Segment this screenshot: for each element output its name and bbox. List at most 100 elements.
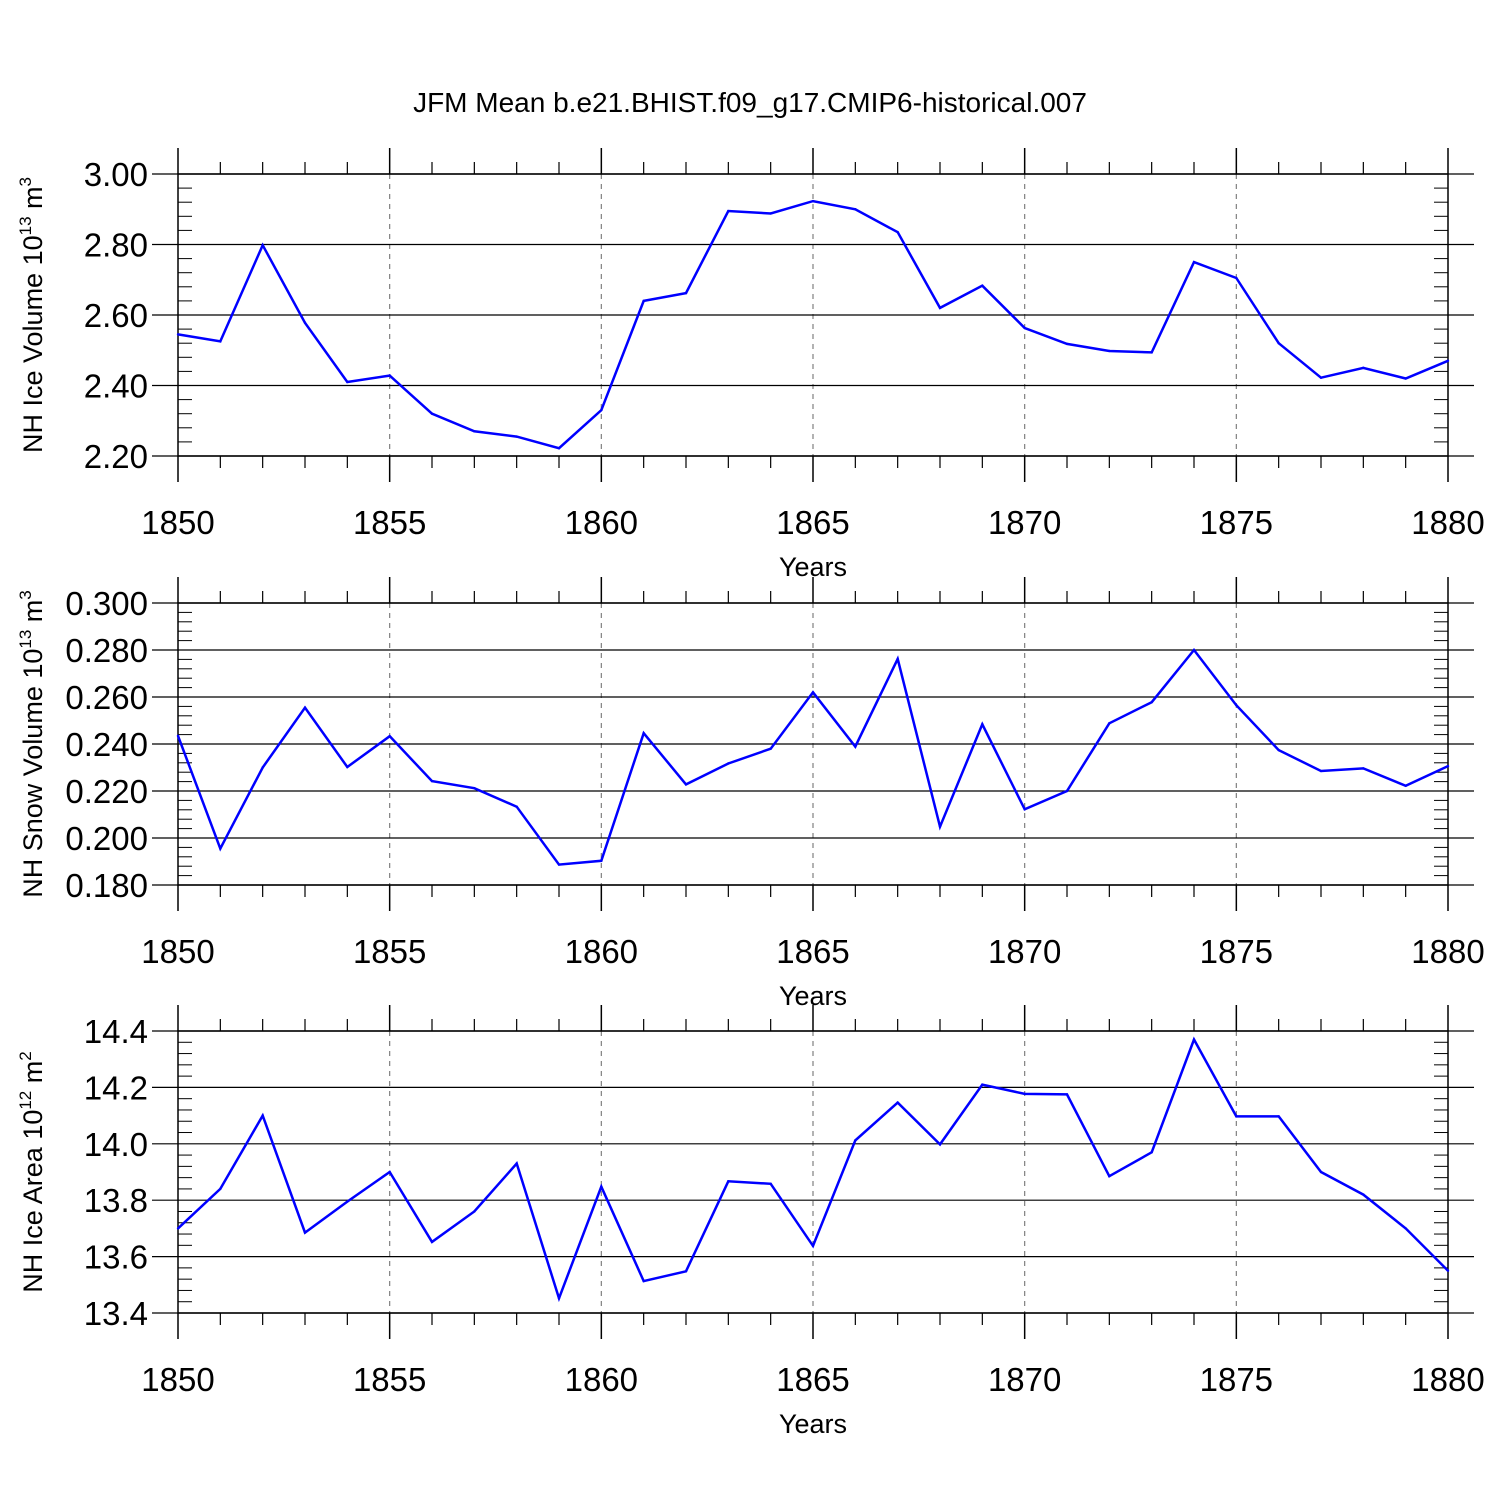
data-point (727, 209, 730, 213)
data-point (1235, 1115, 1238, 1118)
chart-title: JFM Mean b.e21.BHIST.f09_g17.CMIP6-histo… (413, 87, 1087, 118)
data-point (727, 1180, 730, 1183)
data-point (515, 805, 518, 808)
y-tick-label: 0.280 (65, 632, 148, 669)
data-point (473, 1210, 476, 1213)
y-tick-label: 2.40 (84, 368, 148, 405)
data-point (346, 765, 349, 769)
data-point (896, 1101, 899, 1104)
data-point (1277, 342, 1280, 345)
y-label-unit-exponent: 3 (16, 177, 35, 186)
x-tick-label: 1865 (776, 1361, 849, 1398)
data-point (346, 1200, 349, 1203)
data-point (473, 786, 476, 790)
y-tick-label: 14.2 (84, 1069, 148, 1106)
y-label-main: NH Ice Volume 10 (18, 235, 48, 453)
y-tick-label: 2.60 (84, 297, 148, 334)
x-tick-label: 1860 (565, 933, 638, 970)
y-label-exponent: 13 (16, 630, 35, 649)
x-tick-label: 1865 (776, 933, 849, 970)
data-point (1192, 1038, 1196, 1041)
data-point (219, 340, 222, 343)
x-tick-label: 1860 (565, 504, 638, 541)
data-point (642, 1279, 645, 1283)
data-point (261, 1114, 264, 1117)
data-point (981, 284, 984, 287)
data-point (1065, 1093, 1069, 1096)
y-tick-label: 0.220 (65, 773, 148, 810)
data-point (1235, 704, 1238, 707)
y-axis-label: NH Ice Area 1012 m2 (16, 1051, 48, 1292)
y-axis-label: NH Snow Volume 1013 m3 (16, 590, 48, 898)
data-point (557, 447, 561, 450)
data-point (854, 1139, 857, 1142)
x-tick-label: 1880 (1411, 1361, 1484, 1398)
data-point (642, 299, 645, 303)
data-point (938, 825, 942, 828)
y-label-exponent: 13 (16, 216, 35, 235)
data-point (430, 779, 434, 783)
panel-2: 0.180 0.200 0.220 0.240 0.260 0.280 0.300 1850 1… (16, 577, 1485, 1011)
data-point (1150, 700, 1153, 704)
data-point (1277, 1115, 1280, 1118)
data-point (1108, 1175, 1111, 1178)
data-point (515, 1162, 518, 1165)
data-point (1362, 366, 1365, 370)
data-point (854, 208, 857, 211)
data-point (430, 412, 434, 415)
data-point (388, 374, 391, 377)
y-label-main: NH Snow Volume 10 (18, 649, 48, 898)
data-point (600, 859, 603, 862)
data-point (1319, 376, 1323, 379)
data-point (219, 1187, 222, 1191)
x-tick-label: 1880 (1411, 504, 1484, 541)
data-point (1362, 1193, 1365, 1196)
y-tick-label: 14.0 (84, 1126, 148, 1163)
data-point (557, 1297, 561, 1300)
data-point (1404, 784, 1407, 788)
x-tick-label: 1850 (141, 1361, 214, 1398)
y-tick-label: 2.20 (84, 438, 148, 475)
data-point (811, 1244, 815, 1248)
data-point (388, 735, 391, 738)
data-point (981, 723, 984, 726)
data-point (684, 783, 688, 786)
y-tick-label: 0.240 (65, 726, 148, 763)
y-tick-label: 2.80 (84, 227, 148, 264)
x-tick-label: 1850 (141, 933, 214, 970)
x-tick-label: 1870 (988, 1361, 1061, 1398)
y-label-unit-exponent: 3 (16, 590, 35, 599)
data-point (1150, 1151, 1153, 1154)
data-point (1108, 349, 1111, 353)
y-label-unit: m (18, 600, 48, 630)
data-point (1277, 748, 1280, 752)
y-tick-label: 0.260 (65, 679, 148, 716)
data-point (303, 1231, 307, 1234)
data-point (1065, 342, 1069, 346)
data-point (938, 1143, 942, 1146)
series-line (177, 1036, 1449, 1303)
data-point (642, 731, 645, 735)
data-point (1108, 722, 1111, 725)
data-point (303, 321, 307, 324)
data-point (727, 762, 730, 765)
data-point (1192, 260, 1196, 264)
data-point (769, 1182, 772, 1186)
data-point (1023, 1092, 1026, 1096)
data-point (176, 734, 180, 737)
data-point (769, 747, 772, 750)
y-tick-label: 13.8 (84, 1182, 148, 1219)
panel-1: 2.20 2.40 2.60 2.80 3.00 1850 1855 1860 1865 1870… (16, 148, 1485, 582)
x-tick-label: 1865 (776, 504, 849, 541)
y-tick-label: 3.00 (84, 156, 148, 193)
data-point (1065, 789, 1069, 793)
x-tick-label: 1870 (988, 933, 1061, 970)
x-tick-label: 1875 (1200, 504, 1273, 541)
data-point (346, 380, 349, 384)
x-tick-label: 1855 (353, 504, 426, 541)
data-point (176, 333, 180, 336)
x-tick-label: 1880 (1411, 933, 1484, 970)
data-point (600, 408, 603, 412)
x-tick-label: 1850 (141, 504, 214, 541)
